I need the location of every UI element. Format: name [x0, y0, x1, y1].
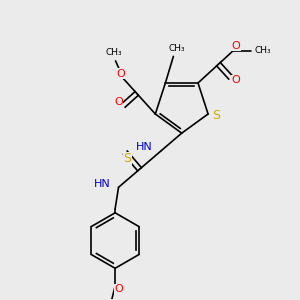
Text: CH₃: CH₃: [254, 46, 271, 55]
Text: HN: HN: [136, 142, 153, 152]
Text: CH₃: CH₃: [168, 44, 185, 53]
Text: O: O: [231, 75, 240, 85]
Text: S: S: [212, 110, 220, 122]
Text: HN: HN: [94, 179, 111, 189]
Text: O: O: [116, 69, 125, 79]
Text: O: O: [115, 284, 124, 294]
Text: O: O: [232, 41, 240, 51]
Text: CH₃: CH₃: [105, 48, 122, 57]
Text: O: O: [114, 98, 123, 107]
Text: S: S: [123, 152, 131, 165]
